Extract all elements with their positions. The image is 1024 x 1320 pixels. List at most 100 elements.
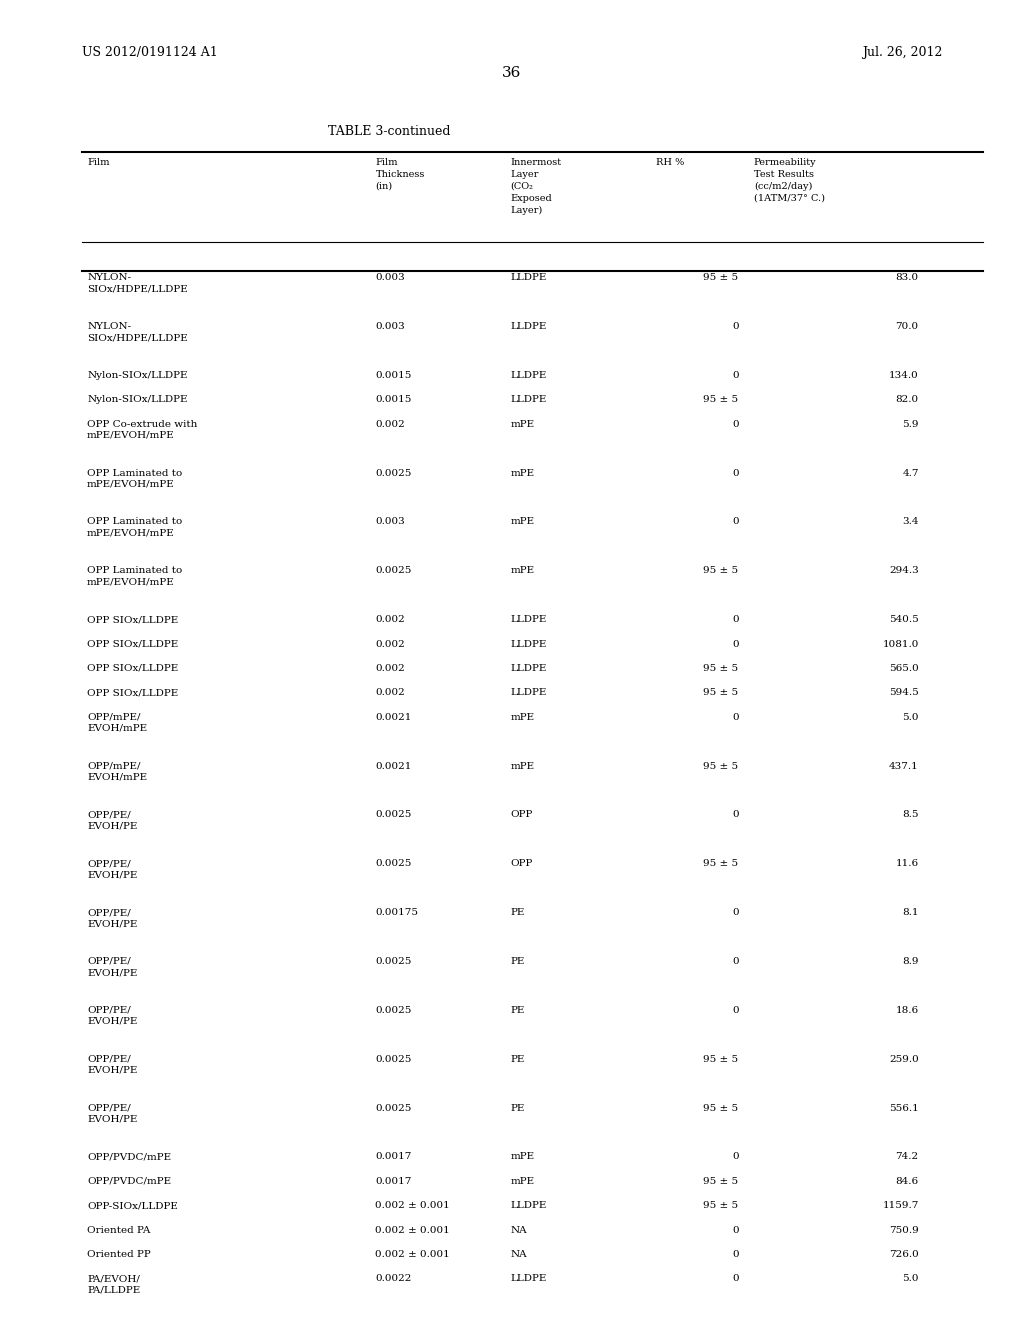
Text: 4.7: 4.7 [902,469,919,478]
Text: OPP: OPP [511,859,532,869]
Text: mPE: mPE [511,566,535,576]
Text: 84.6: 84.6 [896,1177,919,1185]
Text: 5.9: 5.9 [902,420,919,429]
Text: 0: 0 [732,810,738,820]
Text: 95 ± 5: 95 ± 5 [703,1177,738,1185]
Text: 5.0: 5.0 [902,1275,919,1283]
Text: 95 ± 5: 95 ± 5 [703,664,738,673]
Text: 95 ± 5: 95 ± 5 [703,762,738,771]
Text: 0.002: 0.002 [376,640,406,648]
Text: 540.5: 540.5 [889,615,919,624]
Text: LLDPE: LLDPE [511,1201,547,1210]
Text: 95 ± 5: 95 ± 5 [703,396,738,404]
Text: 294.3: 294.3 [889,566,919,576]
Text: 74.2: 74.2 [896,1152,919,1162]
Text: 0.002: 0.002 [376,664,406,673]
Text: LLDPE: LLDPE [511,396,547,404]
Text: 0.0025: 0.0025 [376,859,412,869]
Text: 750.9: 750.9 [889,1225,919,1234]
Text: 11.6: 11.6 [896,859,919,869]
Text: 95 ± 5: 95 ± 5 [703,859,738,869]
Text: 0.0025: 0.0025 [376,566,412,576]
Text: 36: 36 [503,66,521,81]
Text: 70.0: 70.0 [896,322,919,331]
Text: 95 ± 5: 95 ± 5 [703,1055,738,1064]
Text: OPP/PE/
EVOH/PE: OPP/PE/ EVOH/PE [87,1055,137,1074]
Text: 134.0: 134.0 [889,371,919,380]
Text: 565.0: 565.0 [889,664,919,673]
Text: 0: 0 [732,713,738,722]
Text: 0: 0 [732,957,738,966]
Text: LLDPE: LLDPE [511,371,547,380]
Text: 0.0025: 0.0025 [376,1006,412,1015]
Text: 1159.7: 1159.7 [883,1201,919,1210]
Text: 0: 0 [732,1006,738,1015]
Text: PE: PE [511,1055,525,1064]
Text: 259.0: 259.0 [889,1055,919,1064]
Text: OPP SIOx/LLDPE: OPP SIOx/LLDPE [87,689,178,697]
Text: PA/EVOH/
PA/LLDPE: PA/EVOH/ PA/LLDPE [87,1275,140,1295]
Text: 0: 0 [732,371,738,380]
Text: Permeability
Test Results
(cc/m2/day)
(1ATM/37° C.): Permeability Test Results (cc/m2/day) (1… [754,158,825,203]
Text: OPP/mPE/
EVOH/mPE: OPP/mPE/ EVOH/mPE [87,762,147,781]
Text: 0: 0 [732,908,738,917]
Text: OPP/PVDC/mPE: OPP/PVDC/mPE [87,1152,171,1162]
Text: Film
Thickness
(in): Film Thickness (in) [376,158,425,191]
Text: 18.6: 18.6 [896,1006,919,1015]
Text: PE: PE [511,957,525,966]
Text: 8.9: 8.9 [902,957,919,966]
Text: OPP SIOx/LLDPE: OPP SIOx/LLDPE [87,640,178,648]
Text: NA: NA [511,1225,527,1234]
Text: 0.0022: 0.0022 [376,1275,412,1283]
Text: 95 ± 5: 95 ± 5 [703,689,738,697]
Text: OPP Co-extrude with
mPE/EVOH/mPE: OPP Co-extrude with mPE/EVOH/mPE [87,420,198,440]
Text: Oriented PA: Oriented PA [87,1225,151,1234]
Text: Nylon-SIOx/LLDPE: Nylon-SIOx/LLDPE [87,396,187,404]
Text: NYLON-
SIOx/HDPE/LLDPE: NYLON- SIOx/HDPE/LLDPE [87,322,187,342]
Text: Innermost
Layer
(CO₂
Exposed
Layer): Innermost Layer (CO₂ Exposed Layer) [511,158,562,215]
Text: OPP/PE/
EVOH/PE: OPP/PE/ EVOH/PE [87,1104,137,1123]
Text: OPP SIOx/LLDPE: OPP SIOx/LLDPE [87,615,178,624]
Text: 437.1: 437.1 [889,762,919,771]
Text: TABLE 3-continued: TABLE 3-continued [328,125,451,139]
Text: Film: Film [87,158,110,168]
Text: 1081.0: 1081.0 [883,640,919,648]
Text: PE: PE [511,1006,525,1015]
Text: 3.4: 3.4 [902,517,919,527]
Text: 0.0021: 0.0021 [376,713,412,722]
Text: mPE: mPE [511,1177,535,1185]
Text: 0.0025: 0.0025 [376,469,412,478]
Text: LLDPE: LLDPE [511,322,547,331]
Text: 0: 0 [732,469,738,478]
Text: 0.0021: 0.0021 [376,762,412,771]
Text: OPP-SIOx/LLDPE: OPP-SIOx/LLDPE [87,1201,178,1210]
Text: 556.1: 556.1 [889,1104,919,1113]
Text: 0.003: 0.003 [376,273,406,282]
Text: NYLON-
SIOx/HDPE/LLDPE: NYLON- SIOx/HDPE/LLDPE [87,273,187,293]
Text: 82.0: 82.0 [896,396,919,404]
Text: 0.003: 0.003 [376,322,406,331]
Text: 0.002 ± 0.001: 0.002 ± 0.001 [376,1250,451,1259]
Text: 95 ± 5: 95 ± 5 [703,273,738,282]
Text: LLDPE: LLDPE [511,640,547,648]
Text: 0: 0 [732,1152,738,1162]
Text: US 2012/0191124 A1: US 2012/0191124 A1 [82,46,218,59]
Text: Oriented PP: Oriented PP [87,1250,151,1259]
Text: OPP Laminated to
mPE/EVOH/mPE: OPP Laminated to mPE/EVOH/mPE [87,566,182,586]
Text: 95 ± 5: 95 ± 5 [703,1104,738,1113]
Text: 0: 0 [732,615,738,624]
Text: OPP/PE/
EVOH/PE: OPP/PE/ EVOH/PE [87,957,137,977]
Text: 8.5: 8.5 [902,810,919,820]
Text: Nylon-SIOx/LLDPE: Nylon-SIOx/LLDPE [87,371,187,380]
Text: OPP Laminated to
mPE/EVOH/mPE: OPP Laminated to mPE/EVOH/mPE [87,469,182,488]
Text: 0.002: 0.002 [376,615,406,624]
Text: 95 ± 5: 95 ± 5 [703,1201,738,1210]
Text: 5.0: 5.0 [902,713,919,722]
Text: 0: 0 [732,322,738,331]
Text: OPP Laminated to
mPE/EVOH/mPE: OPP Laminated to mPE/EVOH/mPE [87,517,182,537]
Text: OPP/PE/
EVOH/PE: OPP/PE/ EVOH/PE [87,859,137,879]
Text: 0.0017: 0.0017 [376,1152,412,1162]
Text: mPE: mPE [511,517,535,527]
Text: 0: 0 [732,640,738,648]
Text: NA: NA [511,1250,527,1259]
